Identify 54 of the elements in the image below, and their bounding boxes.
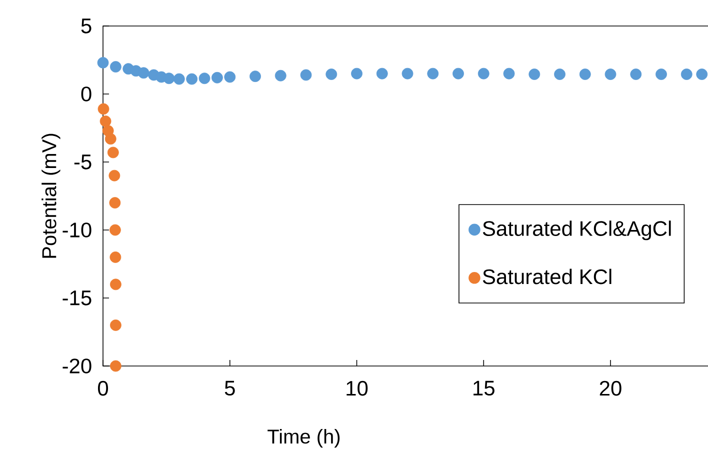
- point: [696, 68, 708, 80]
- y-tick-label: -5: [74, 154, 92, 170]
- point: [107, 146, 119, 158]
- point: [300, 69, 312, 81]
- point: [224, 71, 236, 83]
- y-tick-label: -15: [62, 290, 92, 306]
- point: [198, 72, 210, 84]
- point: [108, 170, 120, 182]
- point: [630, 68, 642, 80]
- point: [97, 57, 109, 68]
- point: [138, 67, 150, 79]
- point: [579, 68, 591, 80]
- point: [109, 197, 121, 208]
- point: [211, 72, 223, 84]
- y-tick-label: 5: [81, 18, 92, 34]
- point: [109, 224, 121, 236]
- point: [604, 68, 616, 80]
- point: [528, 68, 540, 80]
- point: [163, 72, 175, 84]
- legend-label: Saturated KCl&AgCl: [482, 220, 671, 240]
- point: [186, 73, 198, 85]
- y-axis-title: Potential (mV): [42, 134, 60, 258]
- point: [351, 68, 362, 80]
- x-tick-label: 5: [224, 380, 235, 396]
- point: [274, 70, 286, 82]
- point: [452, 68, 464, 80]
- point: [110, 61, 122, 72]
- x-tick-label: 0: [98, 380, 108, 396]
- point: [110, 252, 122, 263]
- y-tick-label: 0: [81, 86, 92, 102]
- x-tick-label: 20: [600, 380, 622, 396]
- point: [100, 116, 112, 127]
- point: [554, 68, 566, 80]
- point: [376, 68, 388, 80]
- legend-label: Saturated KCl: [482, 268, 612, 284]
- x-tick-label: 10: [346, 380, 368, 396]
- point: [402, 68, 414, 80]
- point: [98, 103, 110, 115]
- point: [427, 68, 439, 80]
- point: [250, 70, 261, 82]
- x-tick-label: 15: [474, 380, 494, 396]
- point: [656, 68, 667, 80]
- y-tick-label: -20: [62, 358, 92, 374]
- point: [326, 68, 338, 80]
- y-tick-label: -10: [62, 222, 92, 238]
- point: [503, 68, 515, 80]
- point: [110, 278, 122, 290]
- x-axis-title: Time (h): [268, 428, 340, 448]
- point: [478, 68, 490, 80]
- point: [104, 133, 116, 145]
- point: [110, 360, 122, 372]
- point: [110, 320, 122, 331]
- point: [173, 73, 185, 85]
- point: [680, 68, 692, 80]
